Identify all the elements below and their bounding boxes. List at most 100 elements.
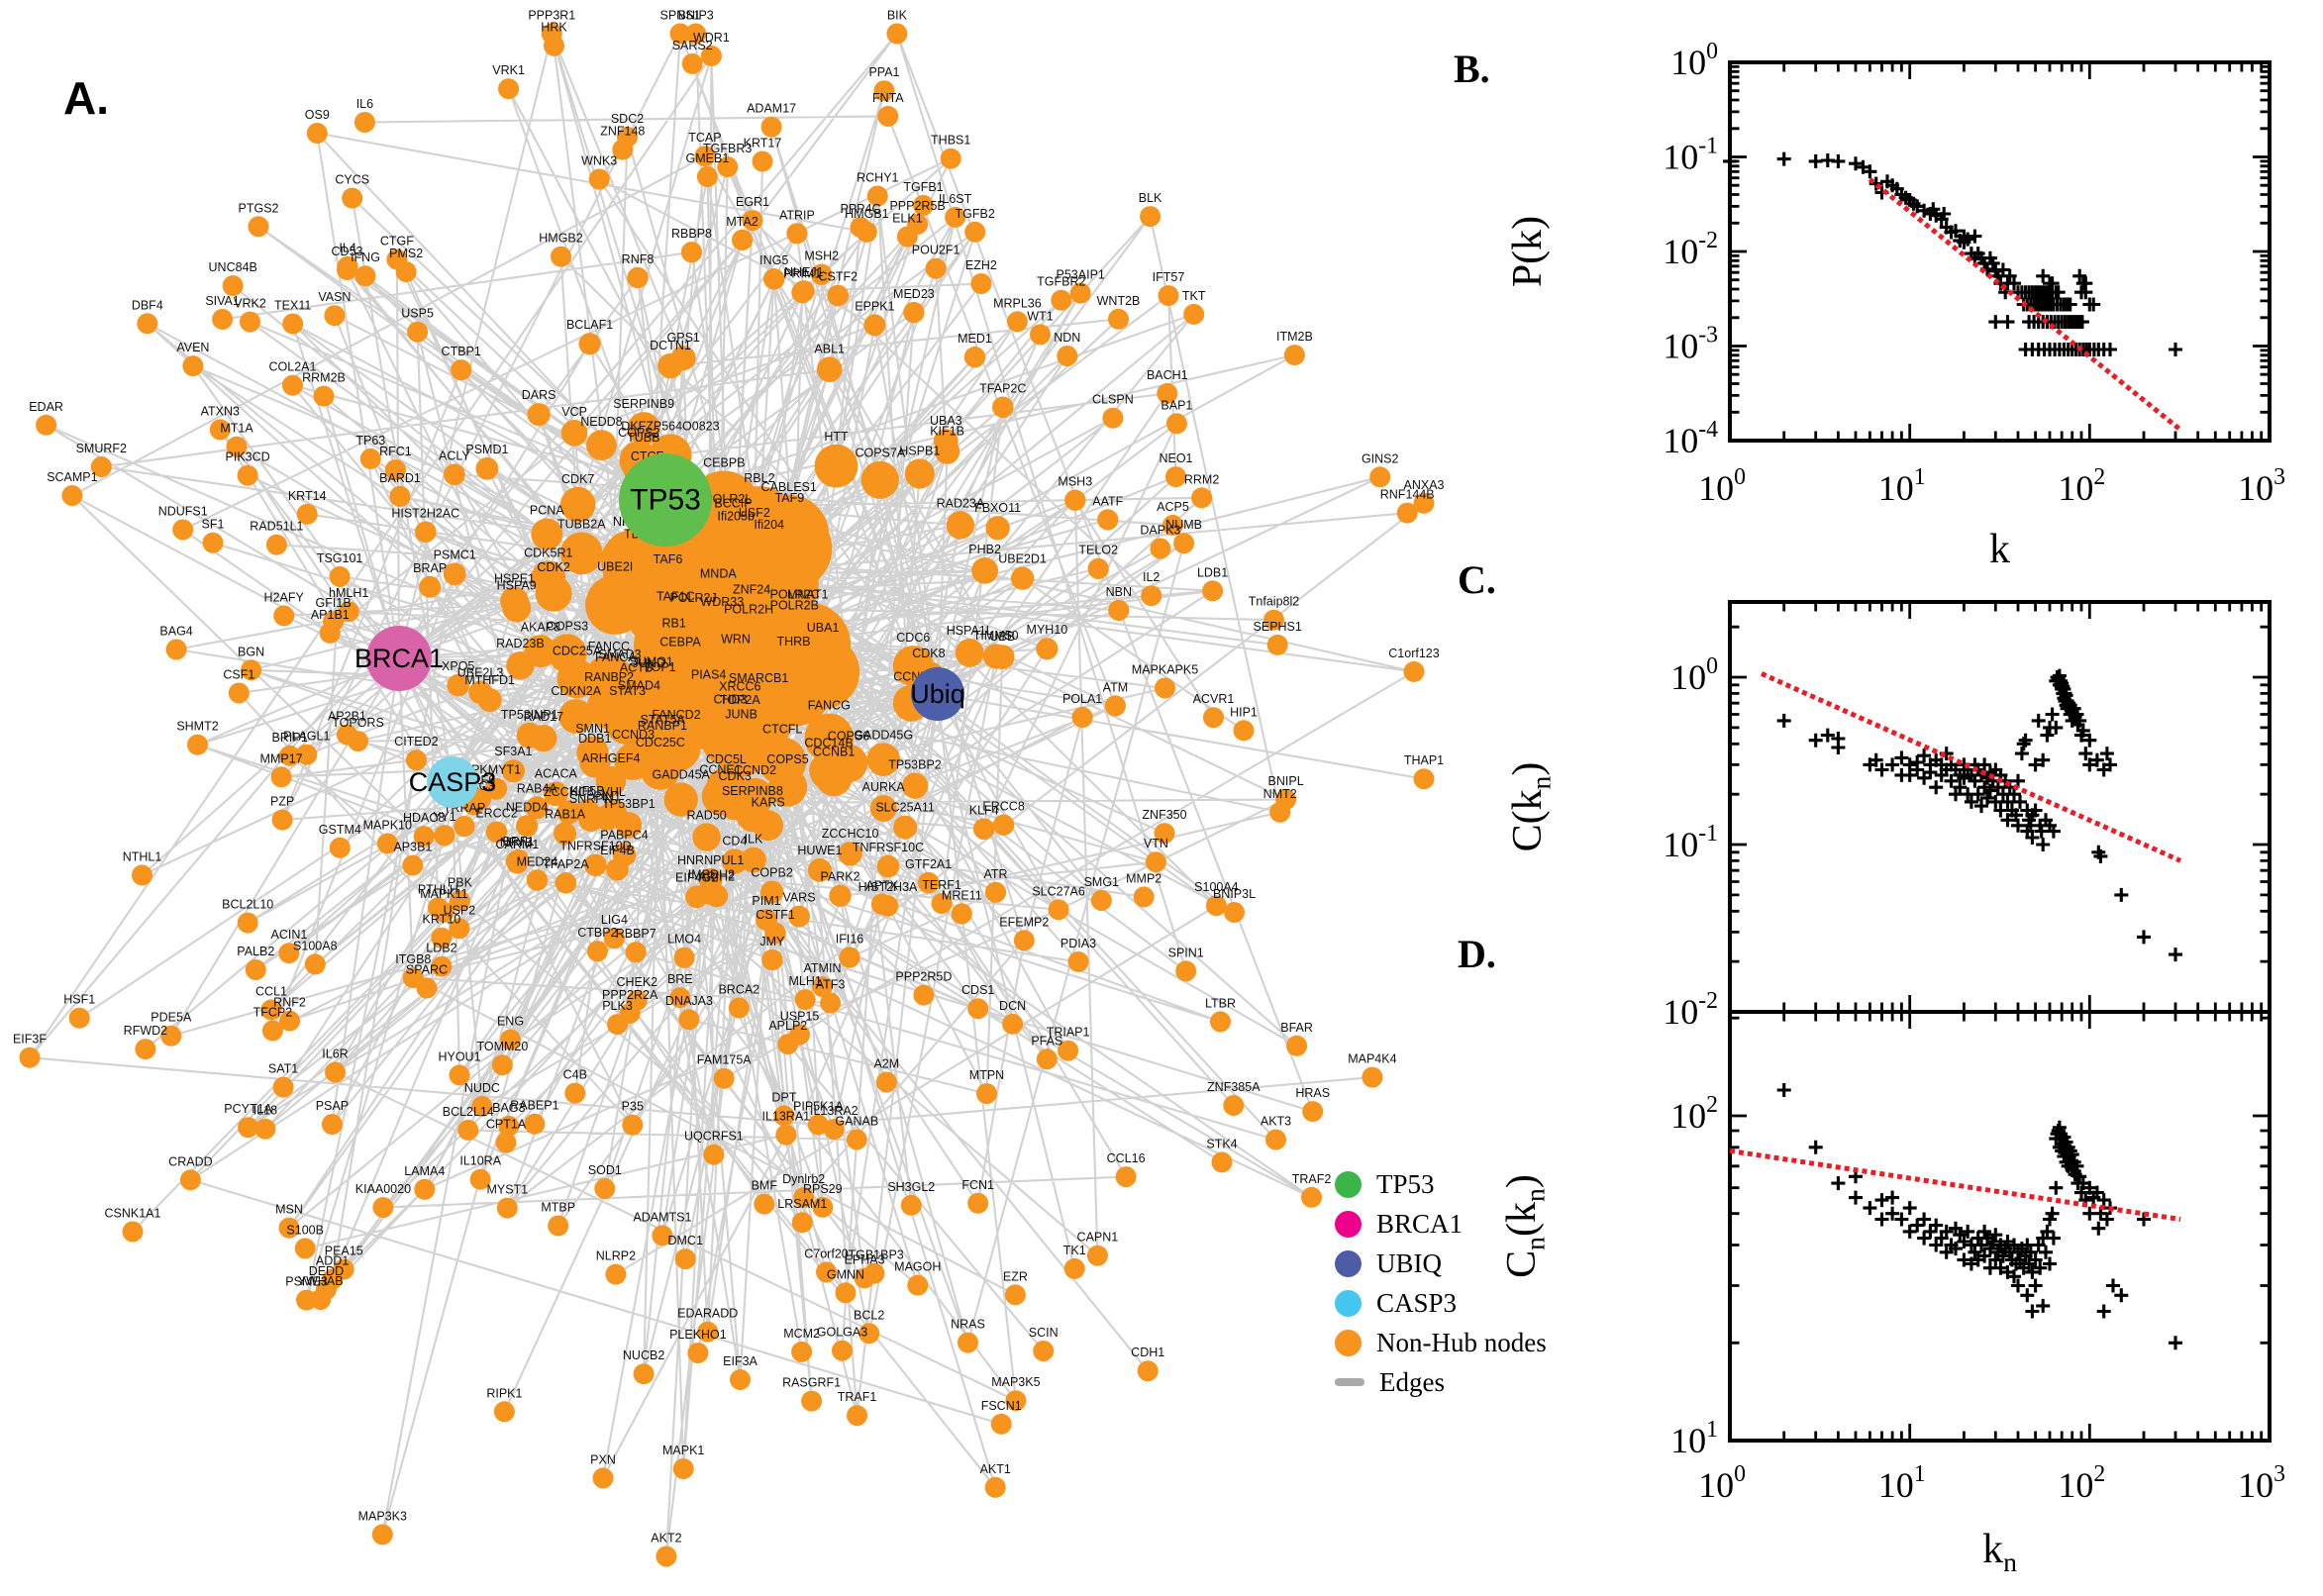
network-node-label: POLR2B (770, 598, 819, 612)
network-node (1048, 899, 1069, 921)
network-node (717, 156, 739, 178)
network-node-label: CCNB1 (813, 745, 855, 758)
network-node-label: TP53INP1 (501, 708, 558, 722)
network-node (656, 1546, 677, 1567)
network-node-label: ATRIP (779, 208, 815, 222)
network-node-label: AP3B1 (393, 840, 432, 853)
legend-item-non-hub-nodes: Non-Hub nodes (1335, 1323, 1547, 1362)
network-node (877, 105, 899, 127)
network-node (951, 903, 972, 925)
network-node (324, 305, 346, 327)
fit-line (1868, 177, 2182, 433)
network-node (443, 562, 466, 586)
network-node-label: WRN (721, 633, 751, 647)
network-node-label: VCP (561, 405, 587, 419)
network-node-label: PPP3R1 (528, 9, 575, 23)
network-node (338, 601, 359, 623)
network-node-label: MTPN (969, 1068, 1004, 1082)
network-node-label: FNTA (872, 91, 904, 105)
network-node (228, 682, 250, 704)
network-node (132, 864, 152, 886)
network-node (336, 724, 357, 746)
network-node (325, 1061, 346, 1083)
network-node-label: RABEP1 (510, 1099, 558, 1113)
network-node-label: FBXO11 (974, 501, 1021, 515)
network-node-labels: MNDAIfi205bIfi204ZNF24USF2BCCIPWDR33POLR… (13, 9, 1445, 1546)
network-node (958, 1332, 978, 1353)
network-node-label: C7orf20 (804, 1247, 849, 1260)
network-node (681, 52, 703, 74)
network-node-label: IL13RA1 (761, 1110, 810, 1124)
network-node-label: NMT2 (1263, 787, 1297, 801)
network-node (832, 1340, 853, 1361)
network-node-label: BCCIP (714, 497, 752, 511)
network-node (1205, 895, 1227, 917)
network-node-label: NEO1 (1159, 451, 1192, 465)
network-node (457, 1119, 479, 1141)
hub-node-ubiq (911, 667, 964, 721)
network-node-label: MMP2 (1126, 871, 1162, 885)
network-node (1115, 1166, 1137, 1188)
network-node-label: PABPC4 (600, 828, 648, 842)
network-node-label: RAD17 (524, 710, 563, 724)
network-node-label: ACLY (439, 449, 470, 462)
network-node-label: TP53BP1 (602, 797, 656, 811)
network-node-label: HSPA9 (497, 579, 537, 593)
network-node (516, 722, 543, 748)
network-node-label: YY1 (433, 810, 456, 824)
network-node-label: HMGB2 (539, 232, 583, 246)
network-node-label: DBF4 (132, 298, 163, 312)
network-node (558, 699, 594, 734)
network-node-label: TKT (1182, 289, 1206, 303)
hub-node-brca1 (366, 626, 432, 691)
network-node-label: MAP4K4 (1348, 1052, 1396, 1066)
network-node-label: SEPHS1 (1254, 620, 1302, 634)
network-node (354, 112, 375, 133)
network-node-label: YWHAB (298, 1274, 344, 1288)
network-node-label: CSTF1 (756, 908, 795, 922)
network-node (801, 1390, 823, 1412)
network-node-label: FANCD2 (652, 708, 700, 722)
network-node-label: NUMB (1165, 518, 1202, 532)
network-node-label: CDC25C (636, 736, 685, 749)
network-node (212, 309, 234, 330)
network-node (773, 1105, 795, 1127)
network-node-label: AKT2 (651, 1532, 681, 1546)
panel-a-label: A. (63, 72, 109, 124)
x-tick-label: 100​ (1698, 464, 1746, 508)
network-node-label: SOD1 (588, 1163, 622, 1177)
network-node (1004, 1284, 1026, 1306)
panel-d-label: D. (1458, 932, 1496, 976)
network-node (728, 997, 750, 1019)
scatter-points (1776, 668, 2182, 962)
network-node-label: PBK (448, 875, 473, 889)
network-node (386, 249, 408, 270)
network-node-label: PHB2 (968, 543, 1001, 556)
network-node-label: DEDD (309, 1264, 344, 1278)
network-node-label: CAPN1 (1077, 1231, 1119, 1245)
network-node-label: BNIP3 (678, 9, 714, 23)
network-node (812, 976, 833, 998)
y-tick-label: 10-1​ (1663, 821, 1718, 864)
network-node-label: BGN (238, 645, 264, 658)
network-node-label: BFAR (1280, 1021, 1313, 1035)
network-node (807, 1114, 829, 1136)
network-node-label: BCL2L14 (443, 1105, 494, 1119)
network-node-label: TUBB (627, 431, 659, 445)
network-node-label: DCN (999, 999, 1026, 1013)
network-node-label: AP2B1 (328, 710, 366, 724)
network-node-label: PIN1 (593, 790, 621, 804)
network-node-label: HSPE1 (494, 572, 535, 586)
network-node-label: TAF1C (656, 589, 695, 603)
network-node (294, 1238, 316, 1259)
network-node (531, 560, 566, 596)
network-node (278, 1217, 300, 1239)
network-node (1141, 585, 1162, 607)
network-node (925, 257, 947, 279)
fit-line (1760, 671, 2182, 863)
network-node-label: TOPORS (332, 716, 384, 730)
network-node (815, 759, 853, 797)
network-node-label: PSAP (316, 1099, 349, 1113)
network-node-label: NLRP2 (596, 1249, 636, 1263)
network-node (407, 321, 429, 343)
